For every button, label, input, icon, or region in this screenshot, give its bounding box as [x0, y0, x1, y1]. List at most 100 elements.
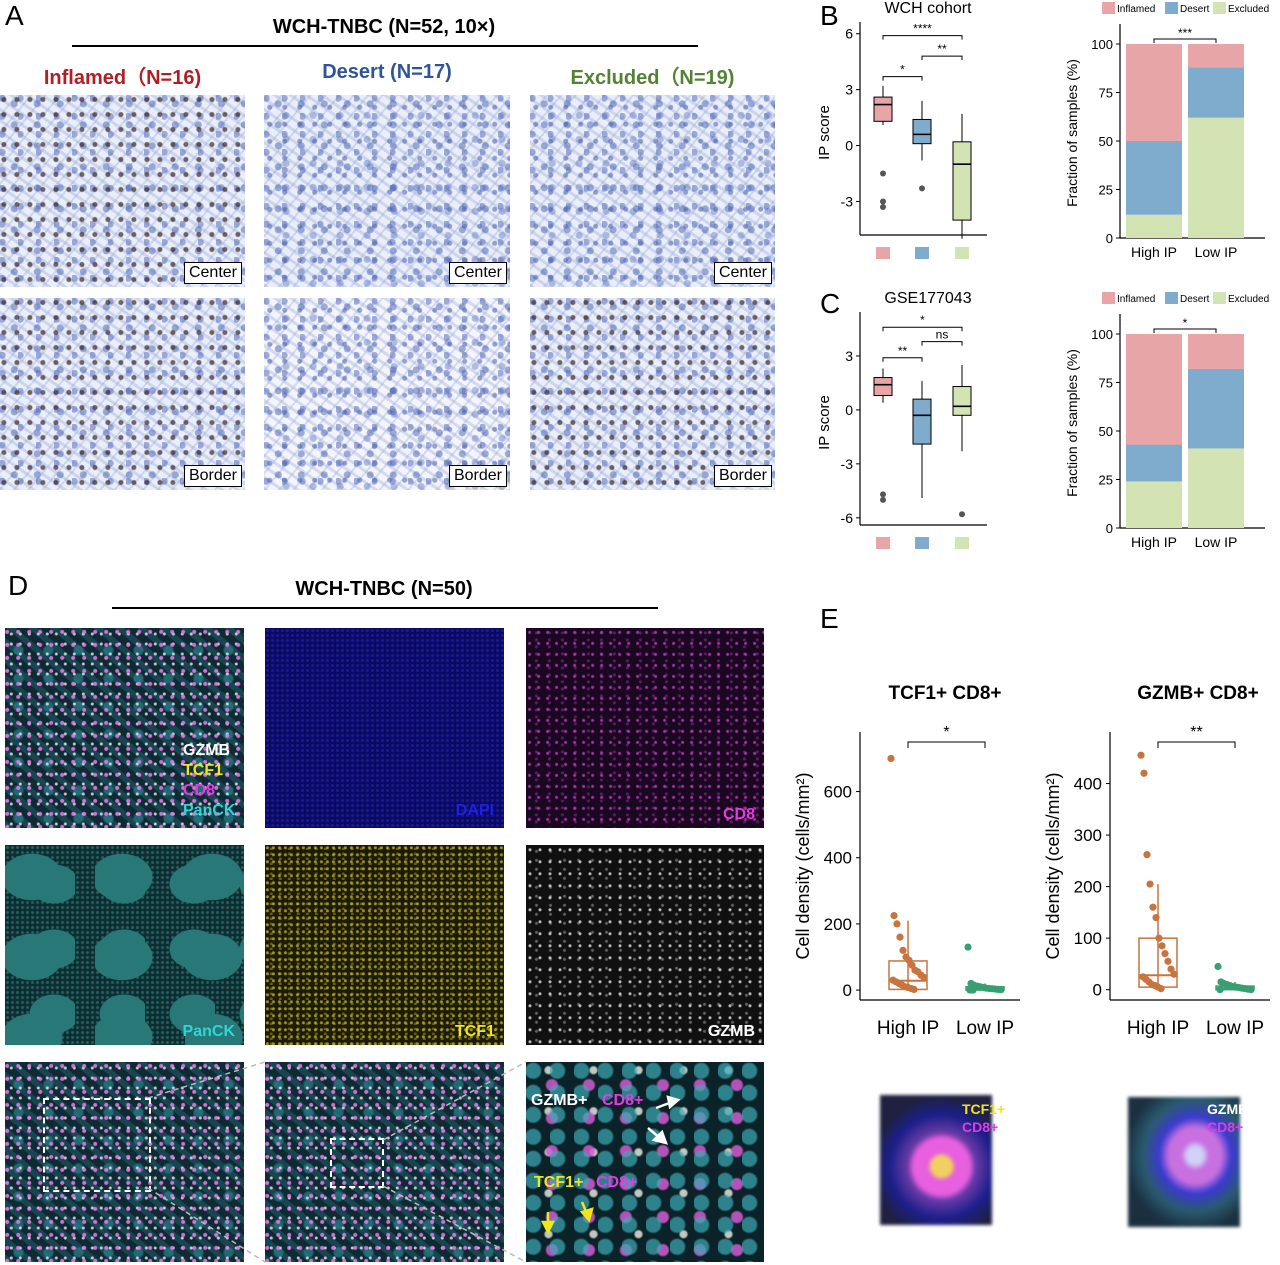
legend-label: Excluded	[1228, 4, 1269, 15]
y-tick-label: 0	[1093, 981, 1102, 1000]
x-tick-label: Low IP	[956, 1018, 1014, 1039]
cell1-cd8-label: CD8+	[962, 1119, 999, 1135]
zoom-region-2	[330, 1138, 384, 1188]
if-gzmb-image: GZMB	[526, 845, 764, 1045]
data-point	[899, 946, 907, 954]
data-point	[1137, 751, 1145, 759]
zoom-connectors	[147, 1061, 681, 1263]
y-tick-label: 100	[1091, 37, 1113, 52]
data-point	[920, 973, 928, 982]
y-tick-label: 25	[1099, 473, 1113, 488]
significance-label: ***	[1178, 26, 1192, 40]
y-tick-label: 200	[824, 915, 852, 934]
legend-gzmb: GZMB	[183, 742, 231, 759]
y-tick-label: 0	[1106, 521, 1113, 536]
center-tag: Center	[448, 262, 507, 284]
if-dapi-image: DAPI	[265, 628, 504, 828]
data-point	[1216, 986, 1224, 994]
bar-segment-desert	[1188, 368, 1244, 449]
data-point	[1155, 934, 1163, 942]
category-swatch-inflamed	[876, 537, 890, 549]
outlier-point	[880, 491, 886, 498]
x-tick-label: Low IP	[1206, 1018, 1264, 1039]
data-point	[1149, 903, 1157, 911]
tcf1-cd8-cell-image	[880, 1095, 992, 1225]
legend-label: Desert	[1180, 294, 1210, 305]
outlier-point	[880, 496, 886, 503]
x-tick-label: Low IP	[1195, 534, 1238, 550]
significance-label: ns	[936, 328, 949, 342]
y-axis-label: Cell density (cells/mm²)	[793, 772, 813, 959]
border-tag: Border	[183, 465, 242, 487]
bar-segment-excluded	[1188, 448, 1244, 528]
legend-tcf1: TCF1	[183, 762, 223, 779]
legend-panck: PanCK	[183, 802, 236, 819]
border-tag: Border	[713, 465, 772, 487]
zoom-cd8-label-a: CD8+	[602, 1092, 644, 1109]
bar-segment-desert	[1188, 67, 1244, 118]
data-point	[1161, 950, 1169, 958]
legend-label: Excluded	[1228, 294, 1269, 305]
group-inflamed-label: Inflamed（N=16)	[43, 67, 202, 89]
center-tag: Center	[713, 262, 772, 284]
panel-d-title-rule	[112, 607, 658, 609]
if-panck-image: PanCK	[5, 845, 244, 1045]
significance-bracket	[882, 357, 923, 362]
wch-fraction-stacked-bar: Inflamed Desert Excluded 0 25 50 75 100 Fraction…	[1064, 2, 1269, 260]
data-point	[1140, 769, 1148, 777]
data-point	[890, 912, 898, 920]
data-point	[1170, 970, 1178, 978]
data-point	[887, 754, 895, 763]
ihc-inflamed-border-image: Border	[0, 298, 245, 490]
box-title: WCH cohort	[884, 0, 972, 17]
data-point	[1146, 880, 1154, 888]
y-axis-label: IP score	[816, 395, 833, 450]
yellow-arrow-icon	[540, 1201, 594, 1235]
y-axis-label: Fraction of samples (%)	[1064, 349, 1080, 497]
significance-bracket	[1157, 741, 1236, 748]
ihc-inflamed-center-image: Center	[0, 95, 245, 287]
legend-label: Inflamed	[1117, 4, 1155, 15]
panel-b-letter: B	[820, 0, 839, 31]
ihc-desert-border-image: Border	[264, 298, 510, 490]
box-inflamed	[873, 96, 893, 122]
category-swatch-desert	[915, 537, 929, 549]
data-point	[893, 920, 901, 928]
significance-bracket	[882, 35, 963, 40]
gzmb-cd8-cell-image	[1128, 1097, 1240, 1227]
y-tick-label: 100	[1091, 327, 1113, 342]
significance-label: **	[1190, 724, 1202, 741]
panck-label: PanCK	[182, 1023, 235, 1040]
legend-swatch-inflamed	[1102, 2, 1115, 14]
bar-segment-desert	[1126, 444, 1182, 482]
data-point	[1164, 957, 1172, 965]
panel-a-title: WCH-TNBC (N=52, 10×)	[272, 16, 496, 38]
y-tick-label: 25	[1099, 183, 1113, 198]
bar-segment-inflamed	[1126, 334, 1182, 445]
significance-label: **	[898, 344, 908, 358]
data-point	[969, 986, 977, 994]
white-arrow-icon	[647, 1095, 681, 1145]
y-tick-label: 400	[824, 849, 852, 868]
panel-c-letter: C	[820, 288, 841, 319]
outlier-point	[880, 170, 886, 177]
data-point	[1143, 851, 1151, 859]
outlier-point	[919, 185, 925, 192]
y-tick-label: 3	[845, 82, 853, 98]
panel-d-title: WCH-TNBC (N=50)	[295, 578, 473, 600]
gzmb-cd8-title: GZMB+ CD8+	[1137, 683, 1259, 704]
border-tag: Border	[448, 465, 507, 487]
x-tick-label: High IP	[1131, 244, 1177, 260]
tcf1-cd8-density-plot: 0 200 400 600 Cell density (cells/mm²) High I…	[793, 724, 1020, 1039]
panel-e-letter: E	[820, 603, 839, 634]
significance-bracket	[1153, 328, 1217, 333]
ihc-desert-center-image: Center	[264, 95, 510, 287]
cd8-label: CD8	[722, 806, 755, 823]
zoom-cd8-label-b: CD8+	[596, 1174, 638, 1191]
dapi-label: DAPI	[455, 802, 494, 819]
legend-label: Desert	[1180, 4, 1210, 15]
y-tick-label: -6	[841, 510, 854, 526]
y-tick-label: 3	[845, 348, 853, 364]
